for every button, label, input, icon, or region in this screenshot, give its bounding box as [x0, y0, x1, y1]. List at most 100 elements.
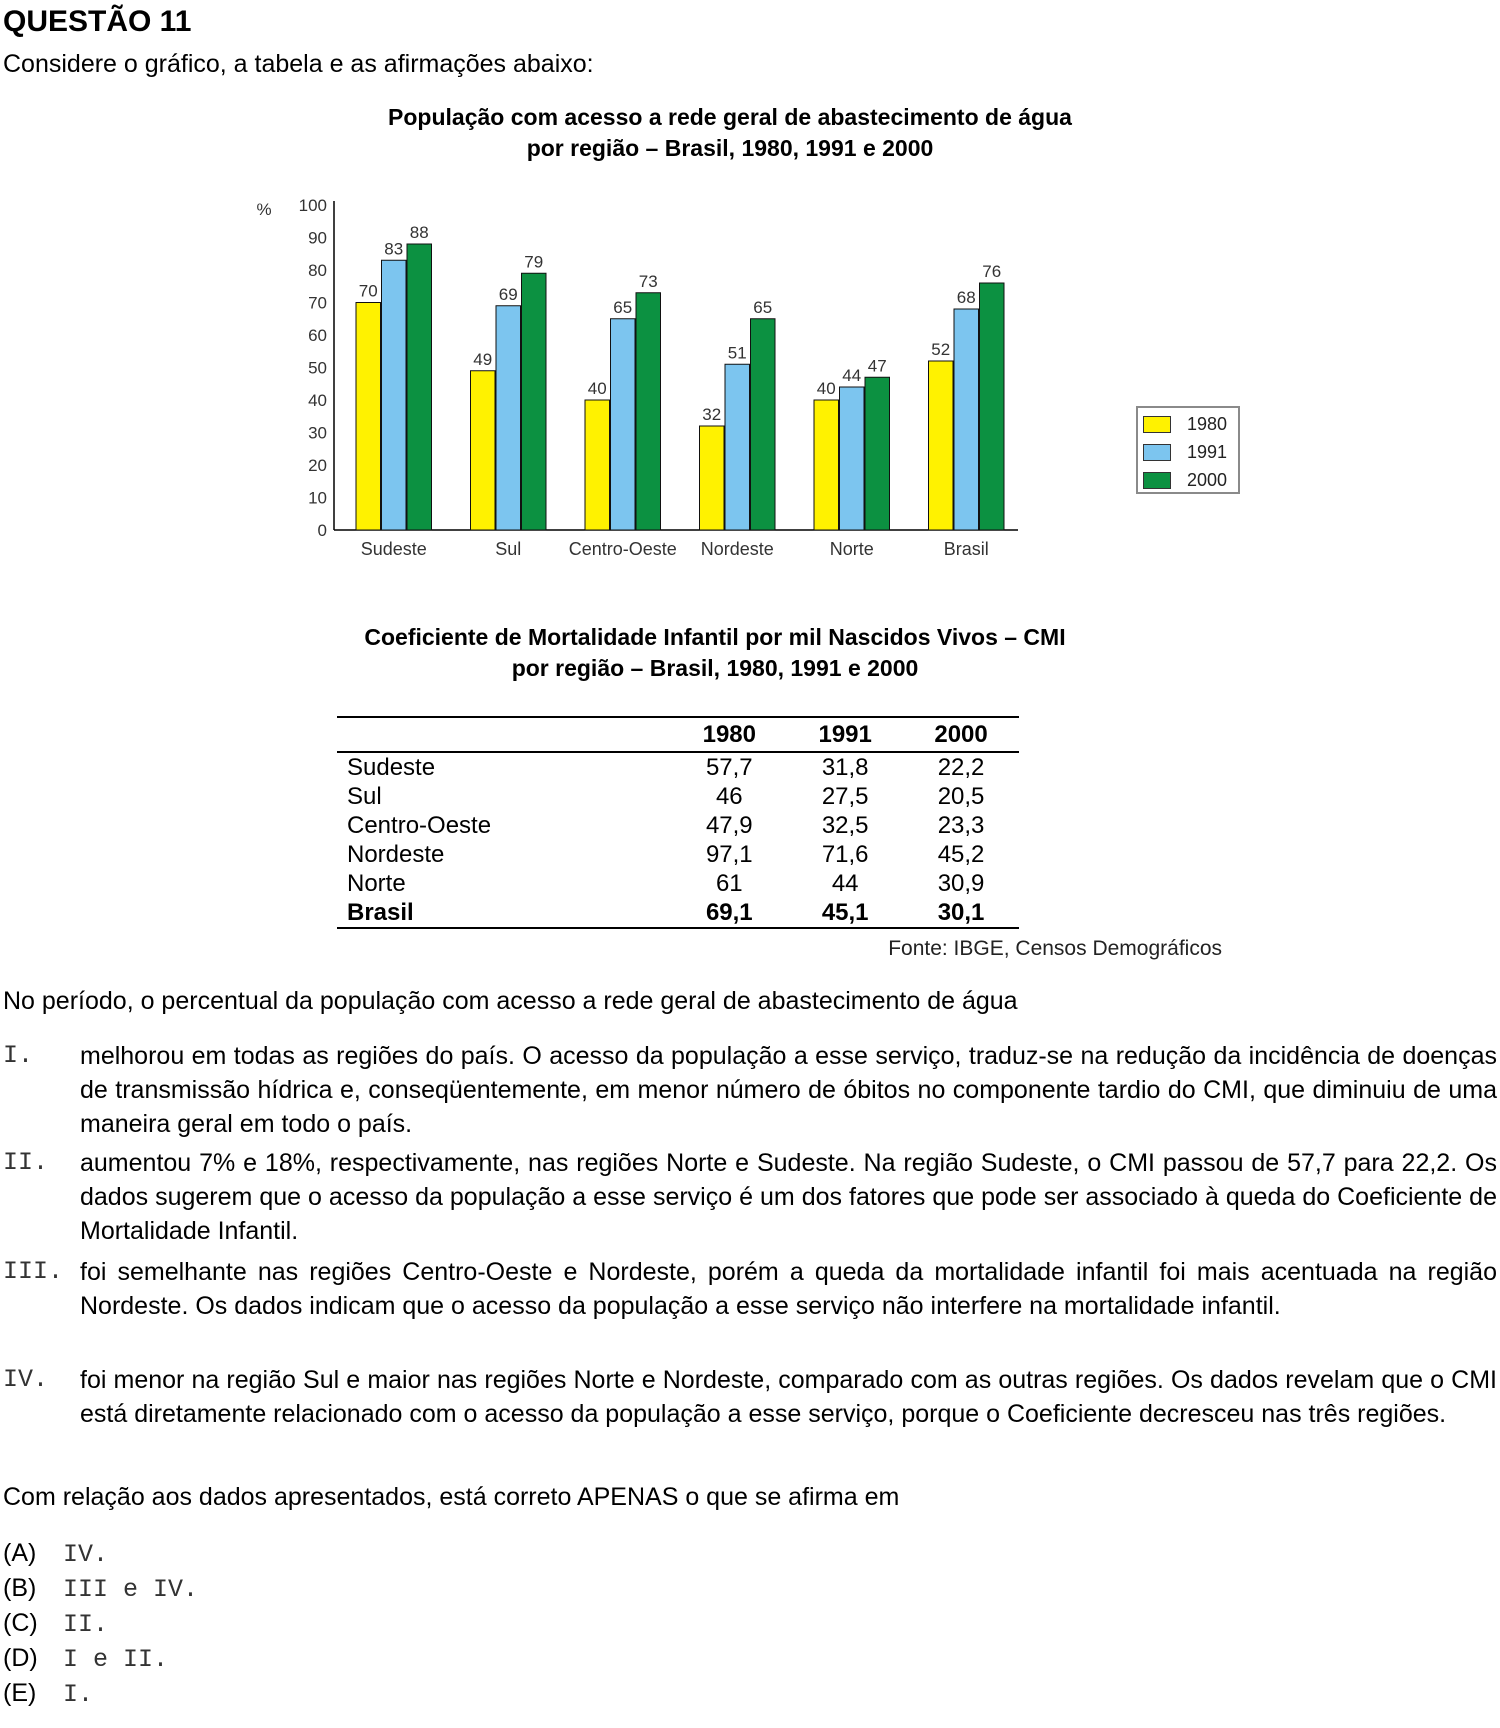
- option-value: III e IV.: [63, 1575, 199, 1604]
- table-title: Coeficiente de Mortalidade Infantil por …: [290, 622, 1140, 684]
- x-tick-label: Nordeste: [701, 539, 774, 559]
- chart-title-line1: População com acesso a rede geral de aba…: [388, 104, 1072, 130]
- data-label: 76: [982, 262, 1001, 281]
- data-label: 51: [728, 343, 747, 362]
- statement-number: I.: [3, 1041, 34, 1070]
- table-cell: 30,1: [903, 898, 1019, 929]
- option-value: I e II.: [63, 1645, 169, 1674]
- table-row: Nordeste 97,1 71,6 45,2: [337, 840, 1019, 869]
- table-cell: Norte: [347, 870, 406, 897]
- y-tick-label: 30: [308, 424, 327, 443]
- y-tick-label: 50: [308, 359, 327, 378]
- option-key: (C): [3, 1609, 38, 1637]
- legend-label: 1991: [1187, 441, 1228, 462]
- statement-text: foi semelhante nas regiões Centro-Oeste …: [80, 1258, 1497, 1320]
- statement-item: I. melhorou em todas as regiões do país.…: [3, 1039, 1497, 1141]
- table-cell: 45,1: [787, 898, 904, 929]
- table-cell: 23,3: [937, 812, 985, 839]
- table-header-row: 1980 1991 2000: [337, 716, 1019, 753]
- y-tick-label: 80: [308, 261, 327, 280]
- data-label: 47: [868, 356, 887, 375]
- data-label: 83: [384, 239, 403, 258]
- bar-1980: [699, 425, 725, 531]
- answer-option[interactable]: (E) I.: [3, 1677, 93, 1711]
- answer-option[interactable]: (D) I e II.: [3, 1642, 168, 1676]
- cmi-table: 1980 1991 2000 Sudeste 57,7 31,8 22,2 Su…: [337, 716, 1019, 929]
- table-cell: 22,2: [937, 754, 985, 781]
- table-cell: 71,6: [821, 841, 869, 868]
- question-intro: Considere o gráfico, a tabela e as afirm…: [3, 50, 594, 78]
- table-cell: 44: [831, 870, 859, 897]
- table-cell: Brasil: [337, 898, 672, 929]
- y-axis-unit-label: %: [256, 200, 271, 219]
- bar-2000: [864, 376, 890, 531]
- bar-1980: [355, 302, 381, 531]
- data-label: 52: [931, 340, 950, 359]
- chart-title-line2: por região – Brasil, 1980, 1991 e 2000: [526, 135, 934, 161]
- data-label: 40: [588, 379, 607, 398]
- data-label: 70: [359, 282, 378, 301]
- statement-text: foi menor na região Sul e maior nas regi…: [80, 1366, 1497, 1428]
- data-label: 65: [613, 298, 632, 317]
- x-tick-label: Centro-Oeste: [569, 539, 677, 559]
- bar-1980: [470, 370, 496, 531]
- bar-1991: [839, 386, 865, 531]
- y-tick-label: 0: [318, 521, 327, 540]
- bar-1980: [928, 360, 954, 531]
- table-cell: 32,5: [821, 812, 869, 839]
- table-cell: 69,1: [671, 898, 788, 929]
- option-value: IV.: [63, 1540, 109, 1569]
- bar-2000: [979, 282, 1005, 531]
- bar-2000: [750, 318, 776, 531]
- table-header-cell: 1980: [671, 716, 788, 753]
- table-cell: 57,7: [705, 754, 753, 781]
- data-label: 79: [524, 252, 543, 271]
- bar-2000: [521, 272, 547, 531]
- y-tick-label: 40: [308, 391, 327, 410]
- data-label: 40: [817, 379, 836, 398]
- legend-swatch: [1143, 471, 1171, 489]
- statement-item: II. aumentou 7% e 18%, respectivamente, …: [3, 1146, 1497, 1248]
- x-tick-label: Sudeste: [361, 539, 427, 559]
- bar-1991: [610, 318, 636, 531]
- table-cell: 27,5: [821, 783, 869, 810]
- statement-item: IV. foi menor na região Sul e maior nas …: [3, 1363, 1497, 1431]
- table-row: Norte 61 44 30,9: [337, 869, 1019, 898]
- data-label: 32: [702, 405, 721, 424]
- bar-1980: [584, 399, 610, 531]
- answer-option[interactable]: (B) III e IV.: [3, 1572, 198, 1606]
- data-label: 49: [473, 350, 492, 369]
- bar-2000: [635, 292, 661, 531]
- bar-1991: [495, 305, 521, 531]
- table-cell: 46: [715, 783, 743, 810]
- y-tick-label: 20: [308, 456, 327, 475]
- table-cell: 61: [715, 870, 743, 897]
- legend-item: 2000: [1143, 466, 1238, 494]
- data-label: 69: [499, 285, 518, 304]
- question-prompt: Com relação aos dados apresentados, está…: [3, 1483, 900, 1511]
- x-tick-label: Brasil: [944, 539, 989, 559]
- bar-1980: [813, 399, 839, 531]
- chart-legend: 1980 1991 2000: [1136, 406, 1240, 494]
- data-label: 73: [639, 272, 658, 291]
- table-title-line1: Coeficiente de Mortalidade Infantil por …: [364, 624, 1066, 650]
- y-tick-label: 90: [308, 229, 327, 248]
- answer-option[interactable]: (C) II.: [3, 1607, 108, 1641]
- answer-option[interactable]: (A) IV.: [3, 1537, 108, 1571]
- bar-1991: [381, 259, 407, 531]
- legend-swatch: [1143, 415, 1171, 433]
- y-tick-label: 10: [308, 489, 327, 508]
- option-value: I.: [63, 1680, 94, 1709]
- statement-text: aumentou 7% e 18%, respectivamente, nas …: [80, 1149, 1497, 1245]
- statement-number: III.: [3, 1257, 64, 1286]
- table-cell: Sul: [347, 783, 382, 810]
- legend-swatch: [1143, 443, 1171, 461]
- table-total-row: Brasil 69,1 45,1 30,1: [337, 898, 1019, 929]
- statement-number: II.: [3, 1148, 49, 1177]
- statement-text: melhorou em todas as regiões do país. O …: [80, 1042, 1497, 1138]
- table-row: Centro-Oeste 47,9 32,5 23,3: [337, 811, 1019, 840]
- data-label: 44: [842, 366, 861, 385]
- option-key: (B): [3, 1574, 37, 1602]
- bar-2000: [406, 243, 432, 531]
- option-key: (D): [3, 1644, 38, 1672]
